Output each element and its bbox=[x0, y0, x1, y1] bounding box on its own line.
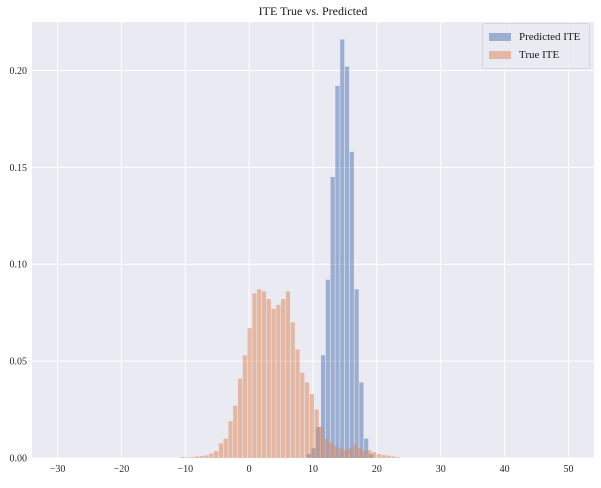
y-tick-label: 0.20 bbox=[10, 66, 28, 77]
histogram-bar bbox=[362, 450, 367, 458]
histogram-bar bbox=[242, 355, 247, 458]
histogram-bar bbox=[199, 456, 204, 458]
histogram-bar bbox=[372, 452, 377, 458]
x-tick-label: −30 bbox=[50, 464, 66, 475]
x-tick-label: 0 bbox=[247, 464, 252, 475]
histogram-bar bbox=[281, 299, 286, 458]
x-tick-label: −20 bbox=[114, 464, 130, 475]
histogram-bar bbox=[309, 394, 314, 458]
histogram-bar bbox=[320, 355, 326, 458]
histogram-bar bbox=[190, 457, 195, 458]
histogram-bar bbox=[376, 454, 382, 458]
histogram-bar bbox=[218, 443, 223, 458]
histogram-bar bbox=[330, 177, 335, 458]
histogram-bar bbox=[247, 328, 252, 458]
histogram-bar bbox=[228, 421, 233, 458]
histogram-bar bbox=[335, 85, 340, 459]
tick-labels: −30 −20 −10 0 10 20 30 40 50 0.00 0.05 0.10 0.15 0.20 bbox=[10, 66, 574, 475]
series-true-ite bbox=[180, 289, 401, 458]
histogram-bar bbox=[348, 448, 353, 458]
legend-item-predicted: Predicted ITE bbox=[489, 29, 580, 45]
x-tick-label: 10 bbox=[308, 464, 318, 475]
histogram-bar bbox=[305, 382, 310, 458]
y-tick-label: 0.15 bbox=[10, 163, 28, 174]
histogram-bar bbox=[359, 382, 364, 458]
legend-swatch-true bbox=[489, 51, 511, 59]
histogram-bar bbox=[209, 453, 214, 458]
histogram-bar bbox=[290, 322, 295, 458]
histogram-bar bbox=[381, 455, 386, 458]
legend-label-predicted: Predicted ITE bbox=[519, 31, 581, 43]
histogram-bar bbox=[257, 289, 262, 458]
histogram-bar bbox=[338, 448, 343, 458]
histogram-bar bbox=[314, 409, 319, 458]
histogram-bar bbox=[180, 457, 185, 458]
histogram-bars bbox=[180, 39, 401, 459]
legend-label-true: True ITE bbox=[519, 49, 560, 61]
x-tick-label: 30 bbox=[436, 464, 446, 475]
histogram-bar bbox=[357, 448, 362, 458]
y-tick-label: 0.10 bbox=[10, 260, 28, 271]
histogram-bar bbox=[319, 426, 324, 458]
histogram-bar bbox=[349, 151, 354, 458]
y-tick-label: 0.00 bbox=[10, 454, 28, 465]
histogram-bar bbox=[223, 438, 228, 458]
histogram-bar bbox=[324, 438, 329, 458]
histogram-bar bbox=[333, 446, 338, 458]
histogram-bar bbox=[325, 279, 330, 458]
chart-title: ITE True vs. Predicted bbox=[259, 4, 368, 18]
histogram-bar bbox=[328, 442, 334, 458]
legend-swatch-predicted bbox=[489, 33, 511, 41]
histogram-bar bbox=[340, 39, 345, 458]
x-tick-label: −10 bbox=[177, 464, 193, 475]
x-tick-label: 40 bbox=[500, 464, 510, 475]
y-tick-label: 0.05 bbox=[10, 357, 28, 368]
histogram-bar bbox=[266, 299, 271, 458]
histogram-bar bbox=[204, 455, 209, 458]
x-tick-label: 50 bbox=[563, 464, 573, 475]
histogram-bar bbox=[300, 372, 305, 458]
histogram-bar bbox=[252, 293, 257, 458]
histogram-bar bbox=[354, 289, 359, 458]
histogram-bar bbox=[295, 349, 300, 458]
histogram-bar bbox=[285, 291, 291, 458]
x-tick-label: 20 bbox=[372, 464, 382, 475]
histogram-bar bbox=[396, 457, 401, 458]
histogram-bar bbox=[194, 456, 200, 458]
histogram-bar bbox=[185, 457, 190, 458]
histogram-bar bbox=[214, 451, 219, 458]
histogram-bar bbox=[386, 455, 391, 458]
histogram-bar bbox=[276, 304, 281, 458]
histogram-bar bbox=[367, 450, 372, 458]
legend: Predicted ITE True ITE bbox=[482, 23, 590, 69]
histogram-bar bbox=[261, 291, 267, 458]
histogram-bar bbox=[237, 378, 243, 458]
histogram-bar bbox=[271, 308, 276, 458]
histogram-bar bbox=[233, 405, 238, 458]
histogram-bar bbox=[344, 66, 350, 459]
histogram-bar bbox=[343, 450, 348, 458]
histogram-bar bbox=[391, 456, 396, 458]
legend-item-true: True ITE bbox=[489, 47, 559, 63]
histogram-bar bbox=[352, 444, 358, 458]
histogram-bar bbox=[364, 438, 369, 458]
